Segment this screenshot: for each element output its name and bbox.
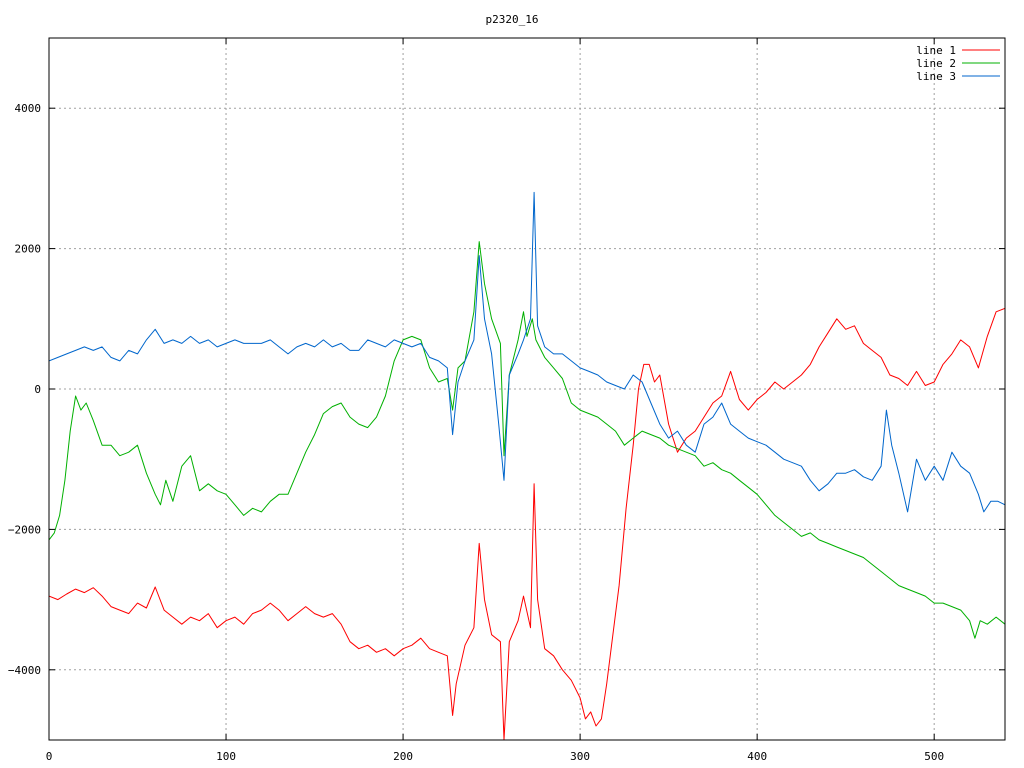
y-tick-label: 4000 bbox=[15, 102, 42, 115]
x-tick-label: 400 bbox=[747, 750, 767, 763]
x-tick-label: 100 bbox=[216, 750, 236, 763]
series-lines bbox=[49, 191, 1005, 740]
legend-label: line 1 bbox=[916, 44, 956, 57]
series-line-1 bbox=[49, 307, 1005, 740]
x-tick-label: 300 bbox=[570, 750, 590, 763]
plot-frame bbox=[48, 37, 1006, 741]
legend-label: line 2 bbox=[916, 57, 956, 70]
chart-title: p2320_16 bbox=[486, 13, 539, 26]
y-axis-ticks: −4000 −2000 0 2000 4000 bbox=[8, 102, 1005, 677]
series-line-3 bbox=[49, 191, 1005, 513]
x-tick-label: 0 bbox=[46, 750, 53, 763]
y-tick-label: −2000 bbox=[8, 523, 41, 536]
x-tick-label: 500 bbox=[924, 750, 944, 763]
series-line-2 bbox=[49, 241, 1005, 639]
x-tick-label: 200 bbox=[393, 750, 413, 763]
grid-lines bbox=[49, 38, 1005, 740]
x-axis-ticks: 0 100 200 300 400 500 bbox=[46, 38, 944, 763]
legend-label: line 3 bbox=[916, 70, 956, 83]
y-tick-label: 2000 bbox=[15, 243, 42, 256]
y-tick-label: 0 bbox=[34, 383, 41, 396]
y-tick-label: −4000 bbox=[8, 664, 41, 677]
